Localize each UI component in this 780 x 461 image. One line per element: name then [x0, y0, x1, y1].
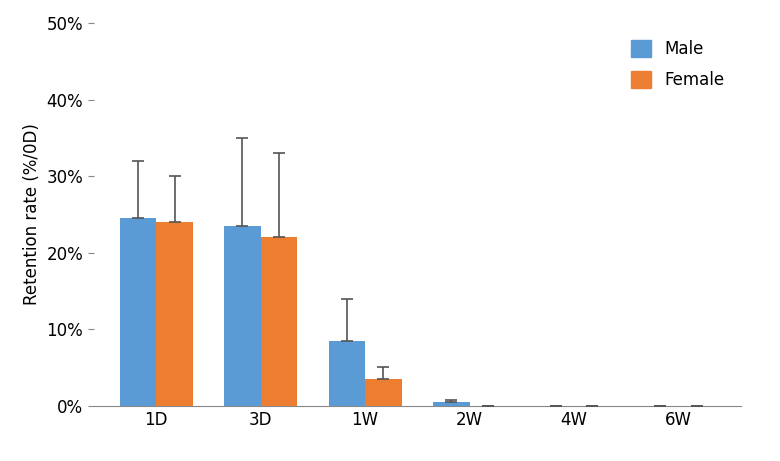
Bar [328, 341, 365, 406]
Bar [433, 402, 470, 406]
Bar [119, 218, 156, 406]
Y-axis label: Retention rate (%/0D): Retention rate (%/0D) [23, 124, 41, 305]
Bar [365, 379, 402, 406]
Bar [261, 237, 297, 406]
Bar [156, 222, 193, 406]
Legend: Male, Female: Male, Female [622, 31, 732, 98]
Bar [224, 226, 261, 406]
